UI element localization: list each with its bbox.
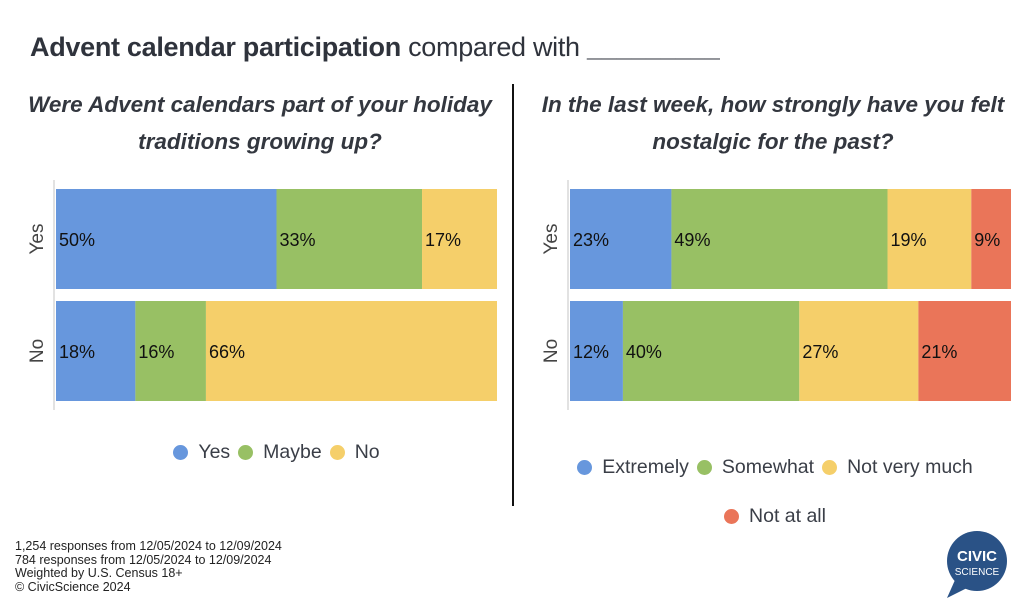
bar-value-label: 50% [59, 230, 95, 250]
bar-value-label: 40% [626, 342, 662, 362]
logo-text-civic: CIVIC [957, 548, 997, 565]
bar-value-label: 9% [974, 230, 1000, 250]
legend-item: Not very much [822, 444, 973, 491]
bar-segment-extremely [570, 189, 672, 289]
panel-divider [512, 84, 514, 506]
category-label: No [541, 339, 562, 363]
bar-value-label: 27% [802, 342, 838, 362]
bar-segment-no [422, 189, 497, 289]
civicscience-logo: CIVIC SCIENCE [947, 531, 1007, 598]
legend-label: Not very much [847, 456, 973, 478]
legend-item: Extremely [577, 444, 689, 491]
bar-segment-maybe [135, 301, 206, 401]
bar-value-label: 18% [59, 342, 95, 362]
legend-dot-icon [822, 460, 838, 475]
footer-line: © CivicScience 2024 [15, 579, 131, 594]
logo-text-science: SCIENCE [955, 567, 1000, 578]
legend-dot-icon [238, 445, 254, 460]
logo-bubble-tail [947, 580, 967, 598]
legend-label: Maybe [263, 441, 322, 463]
legend-label: Not at all [749, 505, 826, 527]
bar-value-label: 17% [425, 230, 461, 250]
bar-value-label: 16% [138, 342, 174, 362]
bar-segment-maybe [276, 189, 423, 289]
legend-dot-icon [577, 460, 593, 475]
bar-value-label: 12% [573, 342, 609, 362]
legend-label: Yes [198, 441, 231, 463]
bar-segment-not-at-all [918, 301, 1011, 401]
page-title: Advent calendar participation compared w… [30, 32, 720, 63]
footer-notes: 1,254 responses from 12/05/2024 to 12/09… [15, 539, 282, 594]
category-label: Yes [541, 224, 562, 255]
bar-value-label: 66% [209, 342, 245, 362]
chart-1: Yes 23% 49% 19% 9% No 12% 40% 27% 21% [541, 180, 1011, 410]
legend-item: No [329, 441, 380, 464]
chart-0: Yes 50% 33% 17% No 18% 16% 66% [27, 180, 497, 410]
footer-line: 1,254 responses from 12/05/2024 to 12/09… [15, 539, 282, 553]
bar-segment-yes [56, 301, 136, 401]
legend-item: Maybe [238, 441, 322, 464]
legend-dot-icon [329, 445, 345, 460]
bar-segment-no [205, 301, 497, 401]
legend-label: No [354, 441, 380, 463]
bar-segment-not-very-much [887, 189, 972, 289]
title-rest: compared with [408, 32, 580, 62]
footer-line: Weighted by U.S. Census 18+ [15, 566, 183, 580]
left-chart-title: Were Advent calendars part of your holid… [28, 92, 492, 154]
bar-value-label: 19% [891, 230, 927, 250]
footer-line: 784 responses from 12/05/2024 to 12/09/2… [15, 552, 272, 567]
legend-dot-icon [696, 460, 712, 475]
legend-label: Extremely [602, 456, 689, 478]
logo-bubble [947, 531, 1007, 591]
category-label: No [27, 339, 48, 363]
right-chart-title: In the last week, how strongly have you … [541, 92, 1005, 154]
right-legend: Extremely Somewhat Not very much Not at all [530, 444, 1020, 542]
bar-segment-somewhat [671, 189, 888, 289]
bar-segment-somewhat [622, 301, 800, 401]
bar-segment-not-very-much [799, 301, 919, 401]
legend-item: Yes [173, 441, 230, 464]
legend-dot-icon [173, 445, 189, 460]
bar-value-label: 21% [921, 342, 957, 362]
legend-dot-icon [724, 509, 740, 524]
title-bold: Advent calendar participation [30, 32, 401, 62]
legend-label: Somewhat [721, 456, 815, 478]
bar-value-label: 33% [280, 230, 316, 250]
bar-value-label: 49% [674, 230, 710, 250]
bar-segment-not-at-all [971, 189, 1011, 289]
left-legend: Yes Maybe No [56, 441, 497, 466]
bar-value-label: 23% [573, 230, 609, 250]
title-blank: _________ [586, 32, 720, 62]
legend-item: Somewhat [696, 444, 815, 491]
legend-item: Not at all [724, 493, 826, 540]
bar-segment-yes [56, 189, 277, 289]
category-label: Yes [27, 224, 48, 255]
bar-segment-extremely [570, 301, 623, 401]
